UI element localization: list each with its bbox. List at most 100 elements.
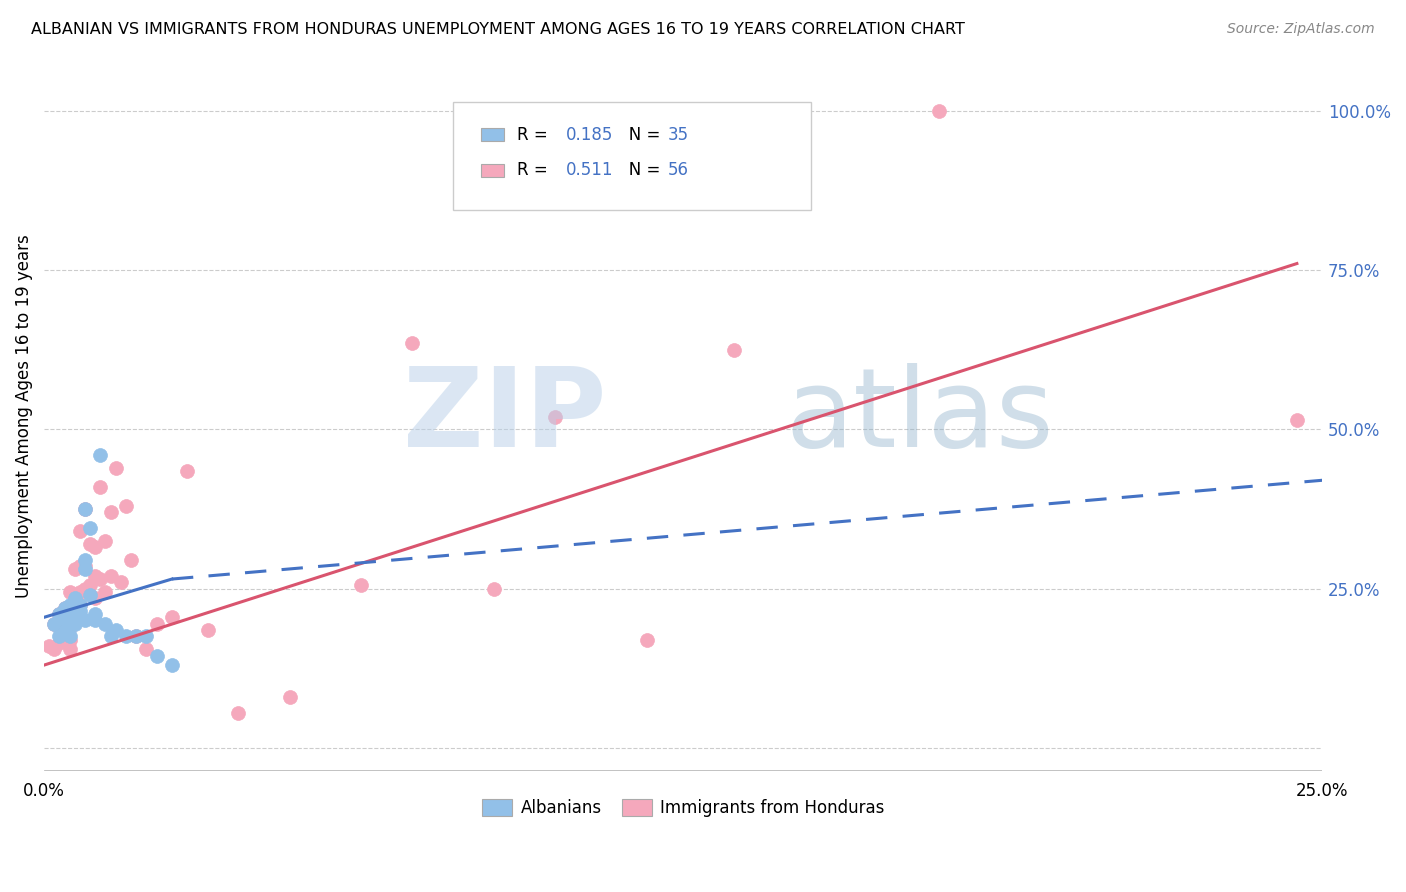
Y-axis label: Unemployment Among Ages 16 to 19 years: Unemployment Among Ages 16 to 19 years xyxy=(15,235,32,599)
FancyBboxPatch shape xyxy=(453,103,811,210)
Point xyxy=(44,616,66,631)
Point xyxy=(63,562,86,576)
Point xyxy=(94,616,117,631)
Point xyxy=(63,607,86,621)
Point xyxy=(48,607,70,621)
Text: N =: N = xyxy=(613,126,665,144)
Point xyxy=(160,658,183,673)
Point xyxy=(73,614,96,628)
Point xyxy=(63,591,86,606)
Point xyxy=(100,629,122,643)
Point xyxy=(48,629,70,643)
Point xyxy=(53,620,76,634)
Point xyxy=(84,540,107,554)
Point xyxy=(1285,413,1308,427)
Point xyxy=(73,582,96,596)
Text: R =: R = xyxy=(517,161,553,179)
Point xyxy=(544,409,567,424)
Point xyxy=(120,553,142,567)
Point xyxy=(53,600,76,615)
Point xyxy=(59,642,82,657)
Point xyxy=(84,591,107,606)
Point xyxy=(73,562,96,576)
Point xyxy=(63,616,86,631)
Point xyxy=(53,614,76,628)
Point xyxy=(53,604,76,618)
Point xyxy=(69,559,91,574)
Text: 0.185: 0.185 xyxy=(565,126,613,144)
Point xyxy=(110,575,132,590)
Point xyxy=(104,623,127,637)
Point xyxy=(59,632,82,647)
Point xyxy=(135,629,157,643)
Point xyxy=(53,600,76,615)
Text: ALBANIAN VS IMMIGRANTS FROM HONDURAS UNEMPLOYMENT AMONG AGES 16 TO 19 YEARS CORR: ALBANIAN VS IMMIGRANTS FROM HONDURAS UNE… xyxy=(31,22,965,37)
Point xyxy=(145,648,167,663)
Text: 0.511: 0.511 xyxy=(565,161,613,179)
Point xyxy=(69,598,91,612)
Point xyxy=(125,629,148,643)
Point xyxy=(69,584,91,599)
Point xyxy=(104,460,127,475)
Point xyxy=(100,505,122,519)
Point xyxy=(73,553,96,567)
Point xyxy=(59,598,82,612)
Text: 35: 35 xyxy=(668,126,689,144)
Point xyxy=(723,343,745,357)
Point xyxy=(69,604,91,618)
Point xyxy=(79,537,101,551)
Point xyxy=(89,572,111,586)
Point xyxy=(48,607,70,621)
Point xyxy=(59,616,82,631)
Point xyxy=(79,588,101,602)
Text: N =: N = xyxy=(613,161,665,179)
Point xyxy=(401,336,423,351)
Point xyxy=(48,616,70,631)
Point xyxy=(44,642,66,657)
Point xyxy=(89,480,111,494)
Text: 56: 56 xyxy=(668,161,689,179)
FancyBboxPatch shape xyxy=(481,164,505,177)
Point xyxy=(197,623,219,637)
Point xyxy=(69,524,91,539)
Point xyxy=(637,632,659,647)
Point xyxy=(59,600,82,615)
Point xyxy=(84,607,107,621)
Point xyxy=(73,502,96,516)
Point xyxy=(79,578,101,592)
Point xyxy=(115,629,138,643)
Point xyxy=(100,569,122,583)
Point xyxy=(69,610,91,624)
Point xyxy=(59,620,82,634)
Point xyxy=(73,502,96,516)
Point xyxy=(53,623,76,637)
Point xyxy=(38,639,60,653)
Point xyxy=(69,598,91,612)
Point xyxy=(94,584,117,599)
Text: atlas: atlas xyxy=(786,363,1054,470)
Point xyxy=(59,607,82,621)
Point xyxy=(73,559,96,574)
Point xyxy=(48,636,70,650)
Point xyxy=(59,629,82,643)
Point xyxy=(89,448,111,462)
Legend: Albanians, Immigrants from Honduras: Albanians, Immigrants from Honduras xyxy=(474,791,893,826)
Point xyxy=(63,614,86,628)
Text: R =: R = xyxy=(517,126,553,144)
Point xyxy=(928,103,950,118)
Point xyxy=(63,591,86,606)
FancyBboxPatch shape xyxy=(481,128,505,141)
Text: ZIP: ZIP xyxy=(404,363,606,470)
Point xyxy=(125,629,148,643)
Point xyxy=(135,642,157,657)
Point xyxy=(176,464,198,478)
Point xyxy=(94,533,117,548)
Point xyxy=(160,610,183,624)
Point xyxy=(63,598,86,612)
Point xyxy=(278,690,301,704)
Point xyxy=(63,604,86,618)
Point xyxy=(84,614,107,628)
Text: Source: ZipAtlas.com: Source: ZipAtlas.com xyxy=(1227,22,1375,37)
Point xyxy=(145,616,167,631)
Point xyxy=(228,706,250,720)
